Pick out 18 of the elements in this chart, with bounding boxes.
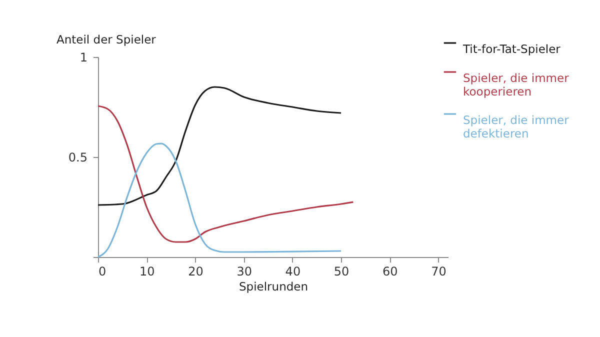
x-tick-label: 50 [334, 264, 350, 278]
x-tick-label: 70 [431, 264, 446, 278]
y-tick-label: 1 [80, 50, 88, 64]
x-tick-label: 20 [188, 264, 204, 278]
x-tick-label: 0 [98, 264, 106, 278]
legend-label: Spieler, die immer defektieren [463, 113, 570, 140]
y-axis-title: Anteil der Spieler [56, 32, 156, 46]
x-tick-label: 60 [382, 264, 398, 278]
x-tick-label: 10 [139, 264, 155, 278]
x-tick-label: 40 [285, 264, 301, 278]
y-tick-label: 0.5 [68, 150, 88, 164]
line-series [97, 142, 342, 258]
legend-label: Tit-for-Tat-Spieler [462, 42, 561, 56]
legend-label: Spieler, die immer kooperieren [463, 71, 570, 98]
line-series [97, 86, 342, 206]
x-tick-label: 30 [236, 264, 252, 278]
x-axis-title: Spielrunden [238, 280, 308, 294]
line-series [97, 105, 354, 243]
